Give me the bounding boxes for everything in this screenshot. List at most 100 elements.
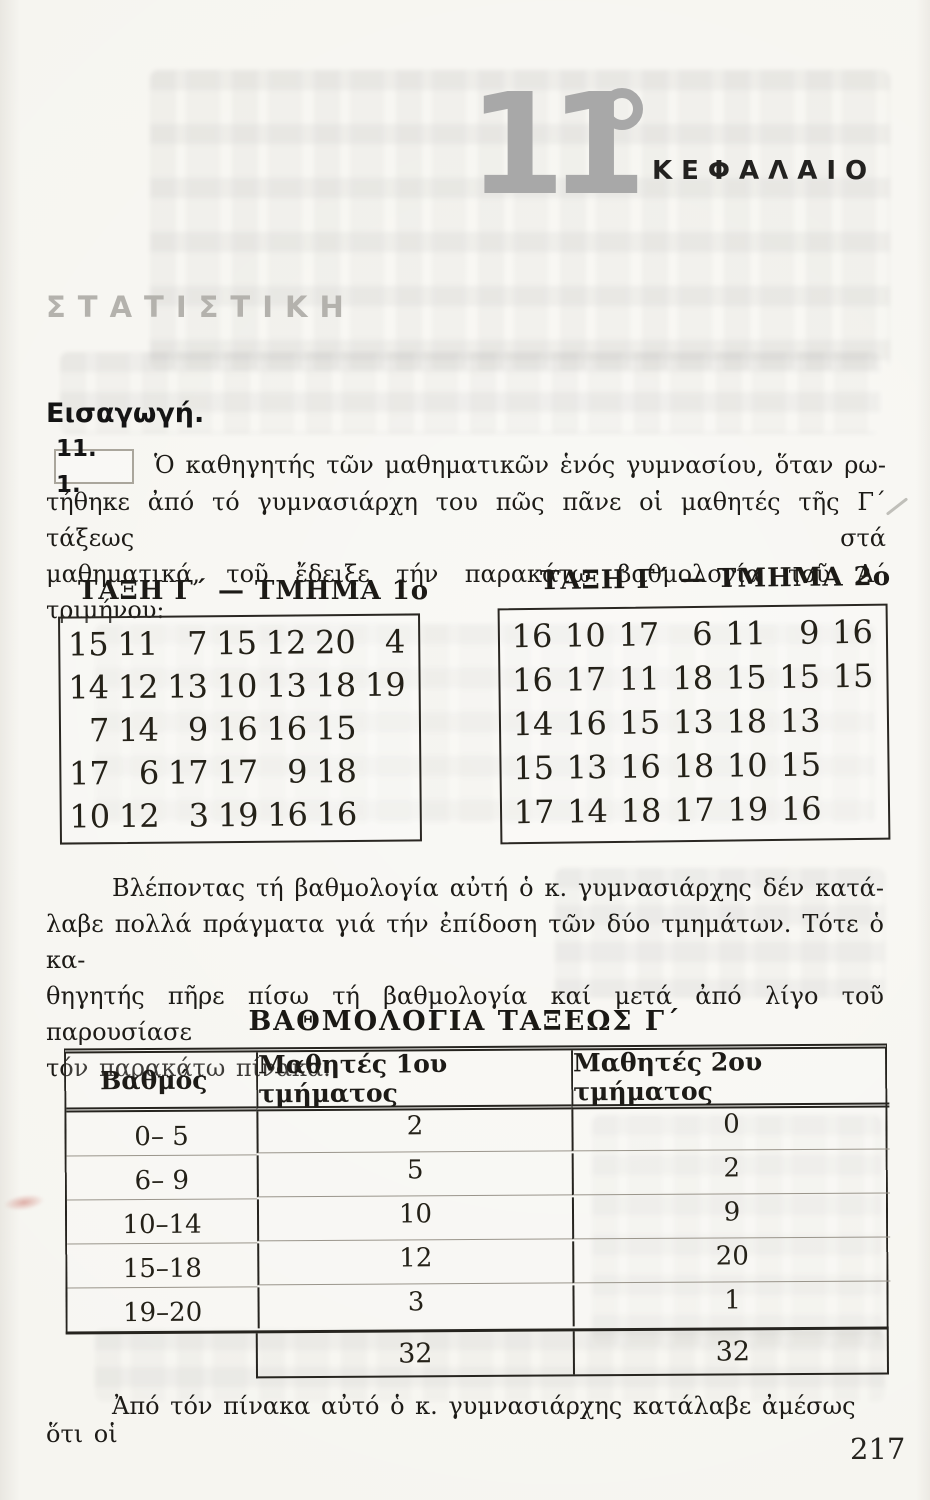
grade-cell: 10	[564, 616, 606, 655]
student-count-cell: 1	[572, 1283, 891, 1327]
grade-cell: 18	[315, 665, 357, 704]
grade-cell: 14	[566, 792, 609, 831]
grade-cell: 17	[565, 660, 607, 699]
grade-cell: 13	[265, 665, 307, 705]
grade-cell: 15	[832, 656, 874, 696]
frequency-table: Βαθμός Μαθητές 1ου τμήματος Μαθητές 2ου …	[63, 1043, 891, 1379]
grade-cell: 10	[216, 666, 258, 705]
grade-grid-1: 15 11 7 15 12 20 4 14 12 13 10 13 18 19 7 14 9 16 16 15 17 6 1…	[58, 613, 422, 845]
text-line: Βλέποντας τή βαθμολογία αὐτή ὁ κ. γυμνασ…	[112, 874, 884, 902]
grade-range-cell: 15–18	[67, 1243, 258, 1289]
grade-cell: 18	[672, 658, 714, 698]
grade-cell: 7	[88, 710, 110, 749]
grade-cell: 18	[726, 702, 768, 741]
student-count-cell: 2	[571, 1151, 890, 1196]
student-count-cell: 12	[257, 1241, 573, 1286]
frequency-table-title: ΒΑΘΜΟΛΟΓΙΑ ΤΑΞΕΩΣ Γ´	[248, 1006, 682, 1037]
grade-cell: 13	[672, 702, 714, 742]
grade-cell: 6	[692, 614, 713, 654]
grade-table-2-title: ΤΑΞΗ Γ´ — ΤΜΗΜΑ 2ο	[539, 561, 892, 597]
grade-cell: 18	[620, 791, 662, 830]
grade-cell: 16	[316, 794, 358, 833]
grade-cell: 11	[725, 614, 767, 653]
grade-cell: 14	[68, 667, 110, 706]
student-count-cell: 5	[256, 1153, 572, 1198]
grade-cell: 20	[314, 622, 356, 661]
text-line: μαθηματικά, τοῦ ἔδειξε τήν παρακάτω βαθμ…	[46, 560, 886, 624]
chapter-label: ΚΕΦΑΛΑΙΟ	[652, 156, 877, 186]
grade-cell: 14	[512, 704, 554, 744]
text-line: Ὁ καθηγητής τῶν μαθηματικῶν ἑνός γυμνασί…	[154, 451, 886, 479]
grade-cell: 9	[187, 709, 209, 748]
grade-cell: 18	[316, 751, 358, 790]
frequency-table-main: Βαθμός Μαθητές 1ου τμήματος Μαθητές 2ου …	[63, 1043, 891, 1335]
total-section2: 32	[572, 1329, 891, 1375]
grade-cell: 13	[779, 701, 821, 740]
red-pen-smudge	[3, 1192, 45, 1213]
student-count-cell: 20	[572, 1239, 891, 1284]
column-header-section1: Μαθητές 1ου τμήματος	[256, 1049, 572, 1112]
text-line: λαβε πολλά πράγματα γιά τήν ἐπίδοση τῶν …	[46, 910, 884, 974]
grade-cell: 15	[315, 708, 357, 747]
grade-table-1-title: ΤΑΞΗ Γ´ — ΤΜΗΜΑ 1ο	[78, 576, 430, 606]
column-header-grade: Βαθμός	[66, 1052, 257, 1113]
closing-line: Ἀπό τόν πίνακα αὐτό ὁ κ. γυμνασιάρχης κα…	[46, 1392, 856, 1448]
grade-cell: 17	[68, 753, 110, 792]
grade-range-cell: 19–20	[122, 1297, 203, 1329]
grade-cell: 15	[725, 658, 767, 697]
total-section1: 32	[398, 1338, 433, 1370]
grade-cell	[359, 706, 409, 749]
chapter-ordinal-ring-icon	[601, 88, 643, 130]
grade-cell: 10	[69, 796, 111, 835]
grade-cell: 11	[117, 624, 159, 663]
grade-cell: 15	[619, 703, 661, 742]
grade-cell: 16	[780, 789, 822, 828]
text-line: τόν παρακάτω πίνακα.	[46, 1054, 331, 1082]
grade-cell: 15	[512, 748, 555, 788]
grade-cell: 18	[673, 746, 715, 786]
grade-cell: 15	[779, 657, 821, 696]
grade-cell: 16	[267, 794, 309, 834]
grade-cell: 15	[780, 745, 822, 784]
grade-cell: 17	[217, 752, 259, 791]
grade-cell: 16	[831, 612, 874, 652]
grade-cell: 9	[286, 751, 308, 791]
grade-cell: 16	[511, 616, 553, 656]
grade-cell: 15	[216, 623, 258, 662]
grade-cell	[360, 792, 410, 835]
student-count-cell: 0	[571, 1107, 890, 1152]
grade-cell: 7	[187, 623, 208, 662]
margin-slash-mark	[885, 497, 909, 516]
grade-grid-2: 16 10 17 6 11 9 16 16 17 11 18 15 15 15 14 16 15 13 18 13 15…	[497, 603, 891, 845]
text-line: τήθηκε ἀπό τό γυμνασιάρχη του πῶς πᾶνε ο…	[46, 488, 886, 552]
grade-cell: 13	[566, 748, 608, 787]
grade-cell: 19	[727, 790, 769, 829]
intro-paragraph-lines: τήθηκε ἀπό τό γυμνασιάρχη του πῶς πᾶνε ο…	[46, 484, 886, 628]
grade-range-cell: 10–14	[66, 1199, 258, 1245]
grade-cell	[824, 786, 878, 831]
intro-heading: Εισαγωγή.	[46, 398, 205, 429]
grade-cell: 14	[117, 710, 160, 749]
student-count-cell: 2	[256, 1109, 572, 1154]
grade-cell: 17	[618, 615, 660, 654]
section-number-box: 11. 1.	[54, 436, 134, 498]
grade-cell	[824, 742, 878, 787]
middle-paragraph: Βλέποντας τή βαθμολογία αὐτή ὁ κ. γυμνασ…	[46, 870, 884, 1086]
grade-cell	[823, 698, 877, 743]
grade-cell: 11	[618, 659, 660, 698]
grade-cell: 16	[565, 704, 608, 743]
grade-range-cell: 0– 5	[66, 1111, 257, 1157]
grade-cell: 17	[673, 790, 715, 830]
intro-first-line: 11. 1. Ὁ καθηγητής τῶν μαθηματικῶν ἑνός …	[46, 436, 886, 498]
grade-cell: 19	[217, 795, 259, 834]
column-header-section2: Μαθητές 2ου τμήματος	[571, 1047, 890, 1110]
page-number: 217	[850, 1432, 906, 1466]
grade-cell: 12	[265, 622, 307, 662]
student-count-cell: 3	[257, 1285, 573, 1329]
grade-cell: 17	[513, 792, 555, 832]
grade-range-cell: 6– 9	[66, 1155, 257, 1201]
grade-cell: 16	[216, 709, 258, 748]
text-line: θηγητής πῆρε πίσω τή βαθμολογία καί μετά…	[46, 982, 884, 1046]
grade-cell: 15	[67, 624, 109, 663]
